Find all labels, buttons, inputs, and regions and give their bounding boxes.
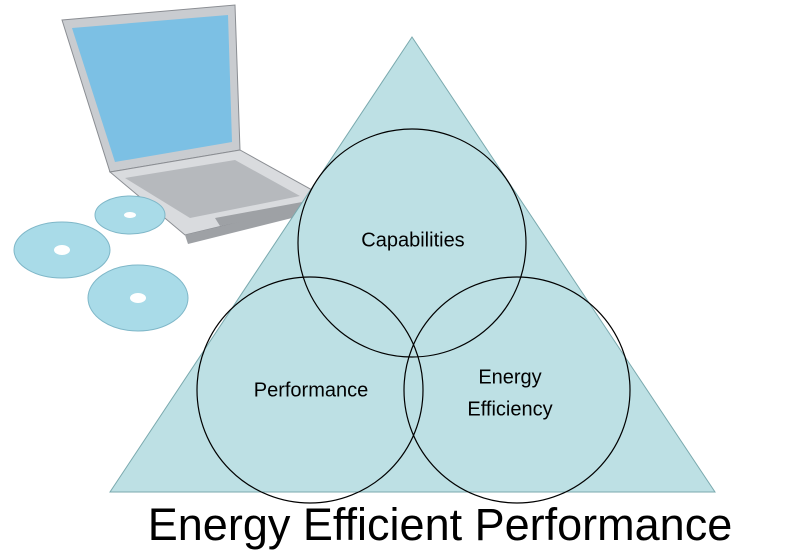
disc-illustrations (14, 196, 188, 331)
node-label: Energy (478, 366, 541, 388)
node-label: Capabilities (361, 229, 464, 251)
node-label: Performance (254, 379, 369, 401)
title: Energy Efficient Performance (148, 499, 732, 550)
diagram: Capabilities Performance Energy Efficien… (0, 0, 794, 550)
node-label: Efficiency (467, 398, 552, 420)
